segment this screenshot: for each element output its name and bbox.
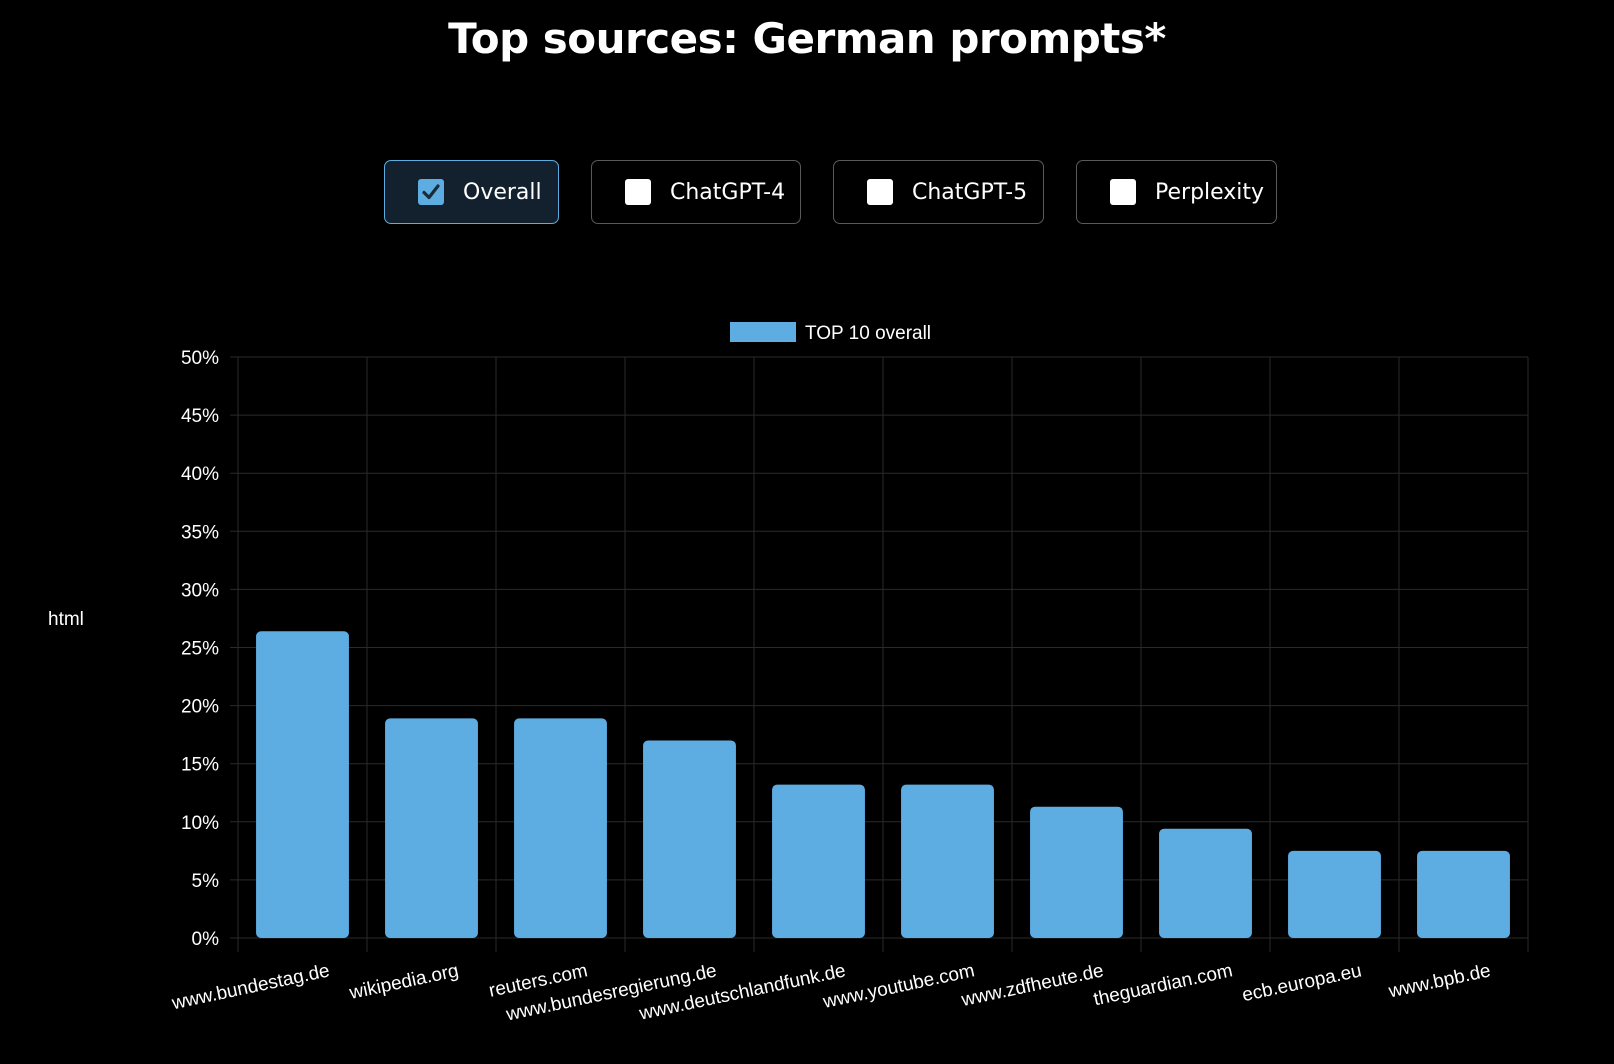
filter-overall-button[interactable]: Overall xyxy=(384,160,559,224)
filter-chatgpt5-label: ChatGPT-5 xyxy=(912,179,1028,205)
bar[interactable] xyxy=(643,740,736,938)
filter-chatgpt4-button[interactable]: ChatGPT-4 xyxy=(591,160,801,224)
checkbox-checked-icon[interactable] xyxy=(418,179,444,205)
x-tick-label: ecb.europa.eu xyxy=(1240,960,1363,1006)
y-tick-label: 25% xyxy=(181,639,219,660)
y-tick-label: 35% xyxy=(181,522,219,543)
x-tick-labels: www.bundestag.de wikipedia.org reuters.com… xyxy=(169,960,1492,1025)
bar[interactable] xyxy=(901,784,994,938)
bar[interactable] xyxy=(772,784,865,938)
y-tick-label: 30% xyxy=(181,580,219,601)
legend[interactable]: TOP 10 overall xyxy=(730,322,931,344)
checkbox-unchecked-icon[interactable] xyxy=(1110,179,1136,205)
y-tick-label: 20% xyxy=(181,697,219,718)
filter-bar: Overall ChatGPT-4 ChatGPT-5 Perplexity xyxy=(0,160,1614,226)
bar[interactable] xyxy=(1288,850,1381,938)
y-tick-label: 0% xyxy=(192,929,220,950)
filter-chatgpt4-label: ChatGPT-4 xyxy=(670,179,786,205)
filter-chatgpt5-button[interactable]: ChatGPT-5 xyxy=(833,160,1044,224)
y-axis-label: html xyxy=(48,609,84,630)
y-tick-label: 10% xyxy=(181,813,219,834)
filter-perplexity-label: Perplexity xyxy=(1155,179,1265,205)
bar[interactable] xyxy=(1030,806,1123,938)
y-tick-label: 15% xyxy=(181,755,219,776)
bars xyxy=(256,631,1510,938)
filter-overall-label: Overall xyxy=(463,179,542,205)
page-title: Top sources: German prompts* xyxy=(448,14,1166,63)
legend-swatch[interactable] xyxy=(730,322,796,342)
y-tick-label: 50% xyxy=(181,348,219,369)
x-tick-label: wikipedia.org xyxy=(347,960,461,1004)
y-tick-label: 40% xyxy=(181,464,219,485)
checkbox-unchecked-icon[interactable] xyxy=(867,179,893,205)
bar[interactable] xyxy=(1417,850,1510,938)
x-tick-label: www.bundestag.de xyxy=(169,960,331,1014)
x-tick-label: theguardian.com xyxy=(1092,960,1235,1010)
bar[interactable] xyxy=(256,631,349,938)
x-tick-label: www.zdfheute.de xyxy=(959,960,1106,1011)
bar[interactable] xyxy=(514,718,607,938)
x-tick-label: www.bpb.de xyxy=(1386,960,1493,1002)
y-tick-label: 45% xyxy=(181,406,219,427)
y-tick-labels: 0% 5% 10% 15% 20% 25% 30% 35% 40% 45% 50% xyxy=(181,348,219,950)
filter-perplexity-button[interactable]: Perplexity xyxy=(1076,160,1277,224)
bar[interactable] xyxy=(385,718,478,938)
y-tick-label: 5% xyxy=(192,871,220,892)
legend-label[interactable]: TOP 10 overall xyxy=(805,323,931,344)
checkbox-unchecked-icon[interactable] xyxy=(625,179,651,205)
bar[interactable] xyxy=(1159,828,1252,938)
